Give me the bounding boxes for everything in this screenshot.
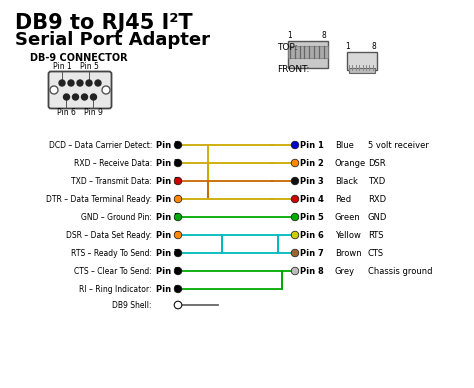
Circle shape [174, 177, 182, 185]
Text: Yellow: Yellow [335, 230, 361, 239]
Text: Pin 6: Pin 6 [300, 230, 324, 239]
Text: TOP:: TOP: [277, 43, 298, 52]
Circle shape [174, 141, 182, 149]
Circle shape [73, 94, 79, 100]
Text: DB-9 CONNECTOR: DB-9 CONNECTOR [30, 53, 128, 63]
FancyBboxPatch shape [48, 71, 111, 109]
Text: RXD: RXD [368, 194, 386, 203]
Circle shape [291, 267, 299, 275]
Text: Serial Port Adapter: Serial Port Adapter [15, 31, 210, 49]
Circle shape [82, 94, 88, 100]
Text: Grey: Grey [335, 267, 355, 275]
Text: Pin 5: Pin 5 [300, 213, 324, 222]
Text: CTS: CTS [368, 248, 384, 258]
Text: 8: 8 [372, 42, 376, 51]
Text: FRONT:: FRONT: [277, 66, 310, 74]
Text: Pin 8: Pin 8 [300, 267, 324, 275]
Circle shape [86, 80, 92, 86]
Text: 8: 8 [322, 31, 327, 40]
Circle shape [91, 94, 97, 100]
Text: GND – Ground Pin:: GND – Ground Pin: [81, 213, 152, 222]
Bar [347, 52, 377, 70]
Text: Pin 9: Pin 9 [84, 108, 103, 117]
Circle shape [59, 80, 65, 86]
Text: Orange: Orange [335, 159, 366, 168]
Text: Pin 7: Pin 7 [156, 248, 180, 258]
Circle shape [291, 213, 299, 221]
Text: Pin 8: Pin 8 [156, 267, 180, 275]
Text: Pin 5: Pin 5 [80, 62, 99, 71]
Circle shape [291, 249, 299, 257]
Circle shape [68, 80, 74, 86]
Circle shape [174, 213, 182, 221]
Bar [349, 68, 375, 73]
Text: Pin 2: Pin 2 [156, 159, 180, 168]
Text: Pin 4: Pin 4 [300, 194, 324, 203]
Circle shape [174, 249, 182, 257]
Text: DB9 to RJ45 I²T: DB9 to RJ45 I²T [15, 13, 192, 33]
Text: RTS – Ready To Send:: RTS – Ready To Send: [71, 248, 152, 258]
Text: Pin 2: Pin 2 [300, 159, 324, 168]
Circle shape [174, 267, 182, 275]
Bar [288, 41, 328, 68]
Circle shape [95, 80, 101, 86]
Text: DCD – Data Carrier Detect:: DCD – Data Carrier Detect: [49, 140, 152, 149]
Text: Pin 1: Pin 1 [156, 140, 180, 149]
Text: Pin 6: Pin 6 [156, 230, 180, 239]
Circle shape [174, 159, 182, 167]
Circle shape [77, 80, 83, 86]
Circle shape [291, 231, 299, 239]
Text: RXD – Receive Data:: RXD – Receive Data: [74, 159, 152, 168]
Circle shape [291, 177, 299, 185]
Text: Pin 1: Pin 1 [53, 62, 72, 71]
Text: RI – Ring Indicator:: RI – Ring Indicator: [80, 284, 152, 293]
Text: Black: Black [335, 177, 358, 185]
Circle shape [174, 231, 182, 239]
Text: Pin 4: Pin 4 [156, 194, 180, 203]
Text: Chassis ground: Chassis ground [368, 267, 432, 275]
Text: TXD – Transmit Data:: TXD – Transmit Data: [71, 177, 152, 185]
Text: Pin 3: Pin 3 [156, 177, 180, 185]
Text: DSR – Data Set Ready:: DSR – Data Set Ready: [66, 230, 152, 239]
Circle shape [291, 195, 299, 203]
Text: GND: GND [368, 213, 387, 222]
Bar [288, 46, 328, 58]
Circle shape [174, 195, 182, 203]
Text: Red: Red [335, 194, 351, 203]
Circle shape [64, 94, 70, 100]
Circle shape [102, 86, 110, 94]
Text: Pin 1: Pin 1 [300, 140, 324, 149]
Text: CTS – Clear To Send:: CTS – Clear To Send: [74, 267, 152, 275]
Text: DSR: DSR [368, 159, 386, 168]
Circle shape [50, 86, 58, 94]
Text: Pin 5: Pin 5 [156, 213, 180, 222]
Text: Brown: Brown [335, 248, 362, 258]
Text: Pin 6: Pin 6 [57, 108, 76, 117]
Text: DB9 Shell:: DB9 Shell: [112, 300, 152, 310]
Text: DTR – Data Terminal Ready:: DTR – Data Terminal Ready: [46, 194, 152, 203]
Text: 1: 1 [346, 42, 350, 51]
Text: Pin 9: Pin 9 [156, 284, 180, 293]
Text: 5 volt receiver: 5 volt receiver [368, 140, 429, 149]
Text: 1: 1 [288, 31, 292, 40]
Text: Pin 3: Pin 3 [300, 177, 324, 185]
Text: RTS: RTS [368, 230, 383, 239]
Circle shape [174, 285, 182, 293]
Text: Pin 7: Pin 7 [300, 248, 324, 258]
Circle shape [174, 301, 182, 309]
Text: Green: Green [335, 213, 361, 222]
Text: TXD: TXD [368, 177, 385, 185]
Circle shape [291, 141, 299, 149]
Circle shape [291, 159, 299, 167]
Text: Blue: Blue [335, 140, 354, 149]
